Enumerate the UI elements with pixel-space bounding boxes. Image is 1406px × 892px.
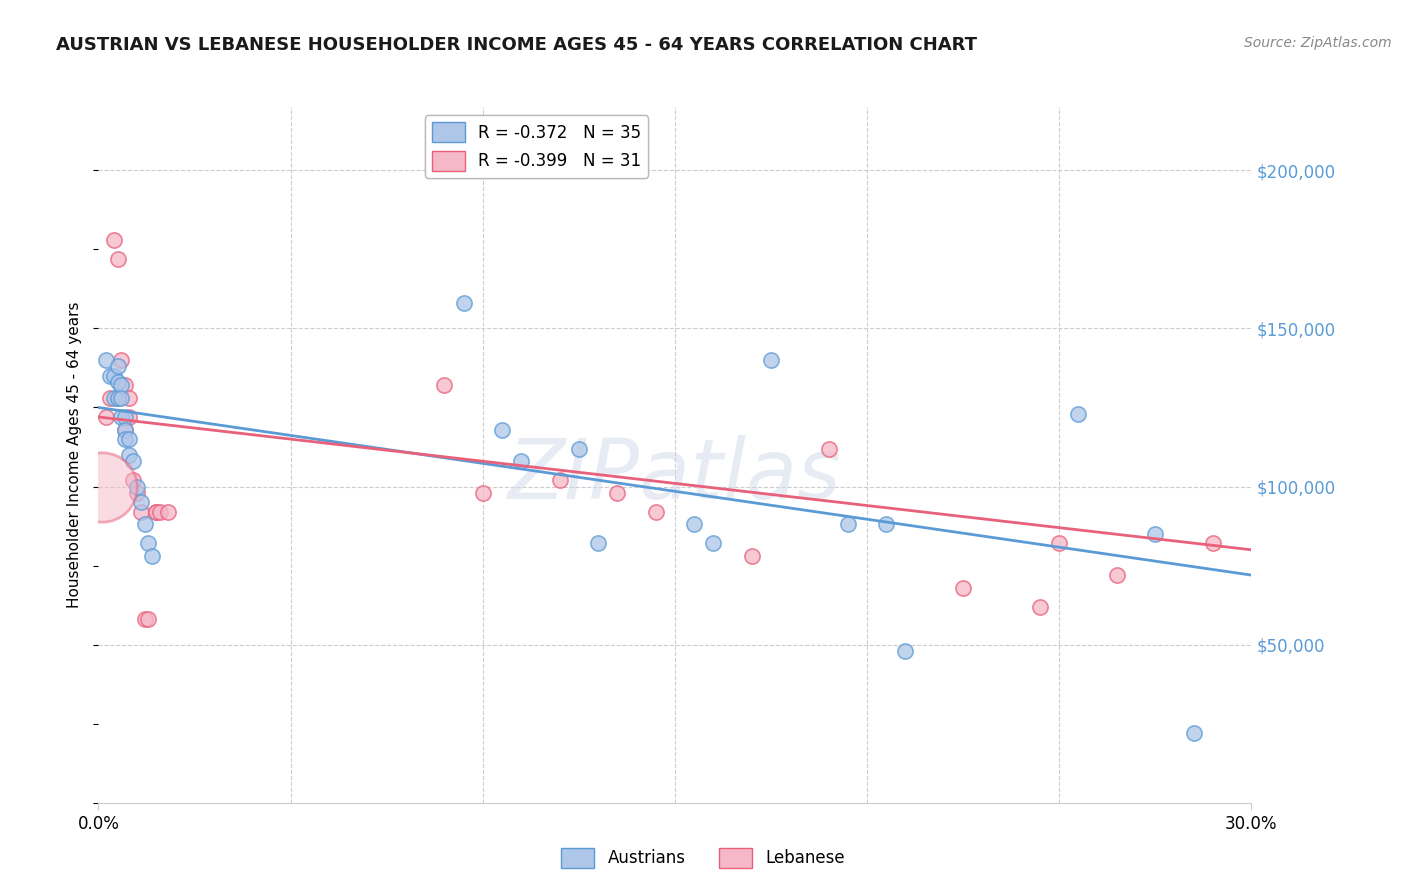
Point (683, 517, 706, 532)
Point (98, 368, 121, 383)
Point (145, 505, 167, 519)
Legend: Austrians, Lebanese: Austrians, Lebanese (554, 841, 852, 875)
Point (107, 391, 129, 405)
Point (1105, 568, 1128, 582)
Point (817, 442, 839, 456)
Point (156, 505, 179, 519)
Text: ZIPatlas: ZIPatlas (508, 435, 842, 516)
Point (586, 536, 609, 550)
Point (138, 612, 160, 626)
Point (107, 359, 129, 374)
Point (114, 423, 136, 437)
Point (122, 473, 145, 487)
Legend: R = -0.372   N = 35, R = -0.399   N = 31: R = -0.372 N = 35, R = -0.399 N = 31 (425, 115, 648, 178)
Point (114, 432, 136, 446)
Point (110, 378, 132, 392)
Point (122, 454, 145, 468)
Point (471, 486, 494, 500)
Point (568, 442, 591, 456)
Point (952, 581, 974, 595)
Point (118, 391, 141, 405)
Point (875, 517, 897, 532)
Point (510, 454, 533, 468)
Point (1029, 599, 1052, 614)
Point (107, 391, 129, 405)
Point (1067, 407, 1090, 421)
Point (759, 353, 782, 368)
Point (894, 644, 917, 658)
Point (94, 409, 117, 424)
Point (1202, 536, 1225, 550)
Point (107, 252, 129, 266)
Point (110, 353, 132, 368)
Point (103, 391, 125, 405)
Point (1047, 536, 1070, 550)
Point (110, 409, 132, 424)
Text: Source: ZipAtlas.com: Source: ZipAtlas.com (1244, 36, 1392, 50)
Point (1144, 527, 1167, 541)
Point (94, 353, 117, 368)
Point (741, 549, 763, 563)
Point (149, 505, 172, 519)
Point (114, 378, 136, 392)
Y-axis label: Householder Income Ages 45 - 64 years: Householder Income Ages 45 - 64 years (67, 301, 83, 608)
Point (644, 505, 666, 519)
Point (129, 505, 152, 519)
Point (110, 391, 132, 405)
Point (103, 233, 125, 247)
Point (125, 479, 148, 493)
Point (145, 505, 167, 519)
Point (134, 517, 156, 532)
Point (453, 296, 475, 310)
Point (1182, 726, 1205, 740)
Point (134, 612, 156, 626)
Point (491, 423, 513, 437)
Point (548, 473, 571, 487)
Point (837, 517, 859, 532)
Text: AUSTRIAN VS LEBANESE HOUSEHOLDER INCOME AGES 45 - 64 YEARS CORRELATION CHART: AUSTRIAN VS LEBANESE HOUSEHOLDER INCOME … (56, 36, 977, 54)
Point (118, 448, 141, 462)
Point (138, 536, 160, 550)
Point (114, 423, 136, 437)
Point (103, 368, 125, 383)
Point (125, 486, 148, 500)
Point (129, 495, 152, 509)
Point (107, 375, 129, 389)
Point (118, 409, 141, 424)
Point (118, 432, 141, 446)
Point (702, 536, 724, 550)
Point (91, 479, 114, 493)
Point (606, 486, 628, 500)
Point (141, 549, 163, 563)
Point (98, 391, 121, 405)
Point (433, 378, 456, 392)
Point (114, 409, 136, 424)
